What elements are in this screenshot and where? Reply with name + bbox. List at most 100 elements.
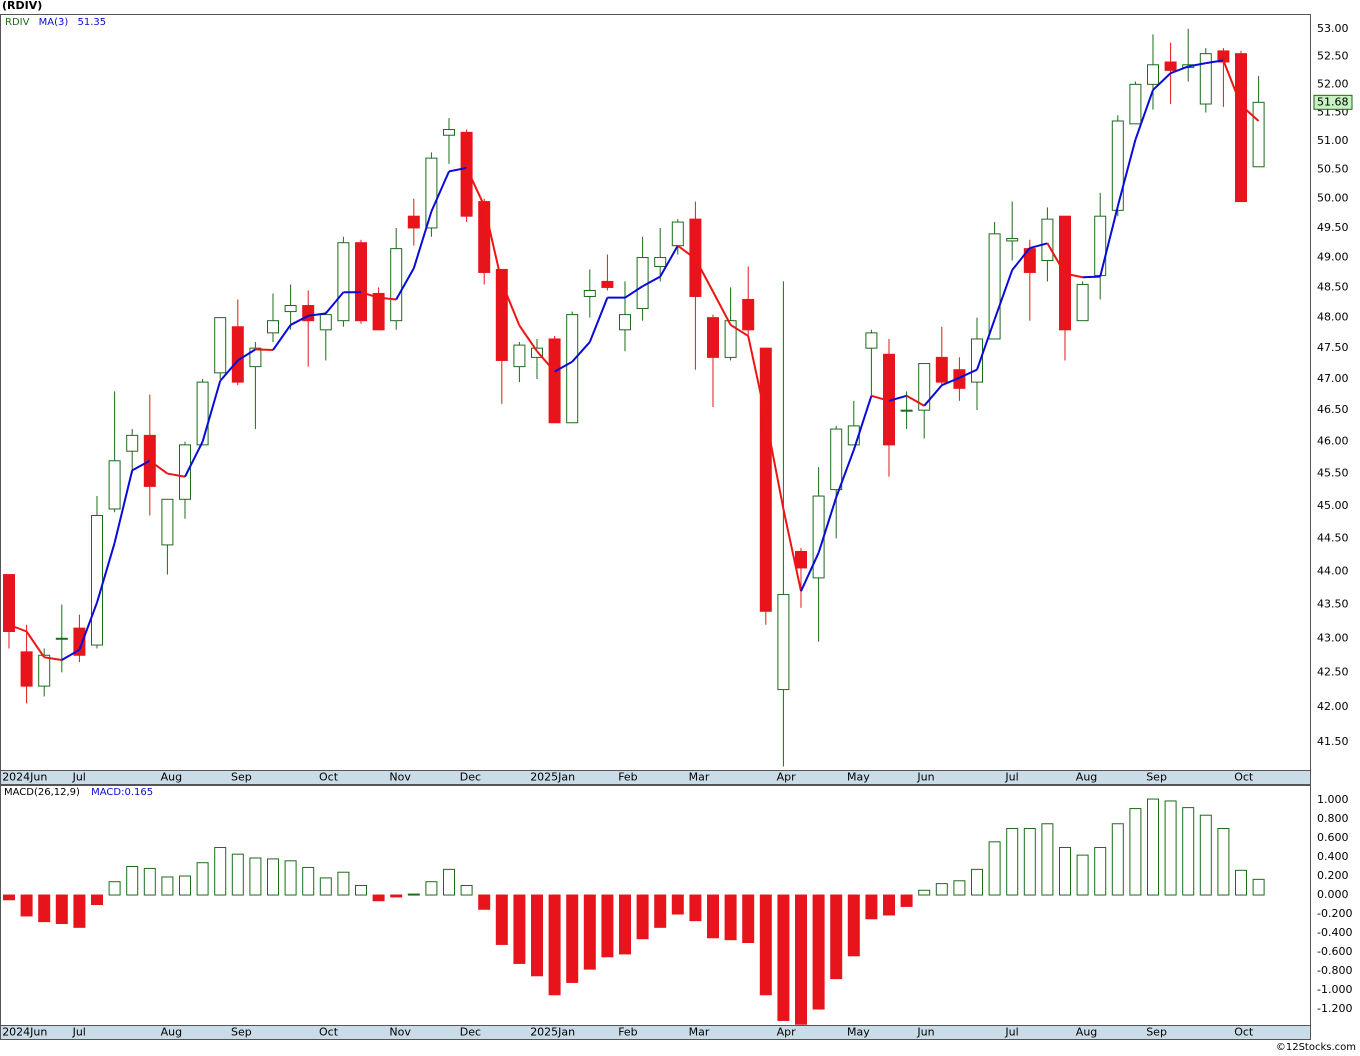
ma-segment (941, 376, 960, 387)
x-tick-label: Oct (319, 1026, 339, 1039)
macd-bar (284, 860, 297, 896)
ma-segment (1170, 65, 1189, 75)
macd-value-name: MACD: (91, 787, 124, 798)
y-tick-label: 0.200 (1317, 869, 1349, 882)
macd-bar (73, 894, 86, 928)
x-tick-label: Mar (689, 771, 710, 784)
macd-bar (196, 862, 209, 896)
footer: ©12Stocks.com (1276, 1042, 1356, 1053)
ma-segment (1134, 89, 1154, 141)
ma-segment (730, 324, 749, 337)
macd-bar (1041, 823, 1054, 896)
macd-bar (478, 894, 491, 910)
macd-bar (531, 894, 543, 977)
macd-bar (812, 894, 825, 1010)
macd-bar (1094, 847, 1107, 896)
ma-segment (976, 319, 996, 371)
y-tick-label: 49.50 (1317, 221, 1349, 234)
ma-segment (465, 167, 486, 207)
candle-body (407, 215, 420, 229)
y-tick-label: 1.000 (1317, 793, 1349, 806)
candle-body (1199, 53, 1212, 105)
x-tick-label: Apr (777, 771, 797, 784)
x-tick-label: Jun (916, 771, 934, 784)
macd-bar (267, 858, 279, 896)
y-tick-label: 46.50 (1317, 403, 1349, 416)
candle-body (478, 201, 491, 273)
macd-bar (619, 894, 631, 955)
macd-bar (319, 877, 332, 896)
ma-segment (958, 368, 978, 379)
ma-segment (1240, 104, 1260, 122)
candle-body (179, 444, 191, 500)
ma-segment (237, 348, 256, 362)
macd-legend: MACD(26,12,9) MACD:0.165 (4, 787, 153, 798)
x-tick-label: Sep (1146, 1026, 1167, 1039)
x-tick-label: Feb (618, 1026, 637, 1039)
ma-segment (290, 314, 309, 326)
y-tick-label: -1.200 (1317, 1002, 1352, 1015)
candle-body (267, 320, 279, 334)
candle-body (73, 627, 86, 656)
candle-body (91, 514, 103, 646)
y-tick-label: 41.50 (1317, 735, 1349, 748)
y-tick-label: 0.800 (1317, 812, 1349, 825)
macd-bar (1129, 808, 1142, 896)
candle-body (1076, 283, 1089, 322)
x-tick-label: May (847, 1026, 870, 1039)
candle-body (918, 363, 931, 411)
candle-body (161, 498, 174, 546)
ma-segment (8, 623, 27, 633)
x-tick-label: Apr (777, 1026, 797, 1039)
candle-body (1252, 101, 1265, 168)
candle-body (443, 129, 455, 136)
candle-body (1111, 120, 1124, 211)
x-tick-label: Oct (319, 771, 339, 784)
x-tick-label: 2025Jan (530, 1026, 575, 1039)
candle-body (531, 347, 543, 358)
candle-body (355, 242, 367, 322)
y-tick-label: 50.00 (1317, 192, 1349, 205)
candle-body (1006, 238, 1019, 242)
ma-segment (395, 267, 415, 300)
ma-segment (1082, 275, 1101, 279)
candle-body (935, 356, 948, 383)
candle-body (390, 248, 403, 322)
ma-segment (1046, 242, 1066, 275)
macd-bar (689, 894, 702, 922)
macd-bar (1235, 869, 1247, 896)
y-tick-label: 44.50 (1317, 531, 1349, 544)
macd-bar (390, 894, 403, 898)
ma-segment (571, 341, 591, 363)
ma-segment (483, 205, 503, 283)
candle-body (548, 338, 561, 424)
macd-bar (460, 885, 473, 896)
candle-body (231, 326, 244, 383)
macd-bar (91, 894, 103, 906)
candle-body (566, 314, 579, 424)
x-tick-label: Sep (231, 1026, 252, 1039)
candle-body (1129, 83, 1142, 125)
x-tick-label: Aug (161, 1026, 182, 1039)
macd-bar (1006, 828, 1019, 896)
x-tick-label: 2024Jun (2, 771, 47, 784)
ma-segment (325, 291, 345, 315)
x-tick-label: 2024Jun (2, 1026, 47, 1039)
ma-segment (378, 296, 397, 301)
candle-body (319, 314, 332, 331)
ma-segment (835, 449, 855, 498)
x-tick-label: Jul (1004, 771, 1018, 784)
macd-bar (671, 894, 684, 915)
ma-segment (536, 350, 556, 373)
macd-bar (1217, 828, 1230, 896)
macd-bar (971, 868, 983, 896)
candle-body (495, 268, 508, 361)
x-tick-label: Mar (689, 1026, 710, 1039)
x-tick-label: Jun (916, 1026, 934, 1039)
macd-bar (777, 894, 790, 1021)
macd-bar (1076, 854, 1089, 896)
macd-bar (883, 894, 895, 916)
macd-bar (1182, 807, 1195, 896)
candle-body (900, 409, 913, 412)
macd-bar (724, 894, 737, 941)
